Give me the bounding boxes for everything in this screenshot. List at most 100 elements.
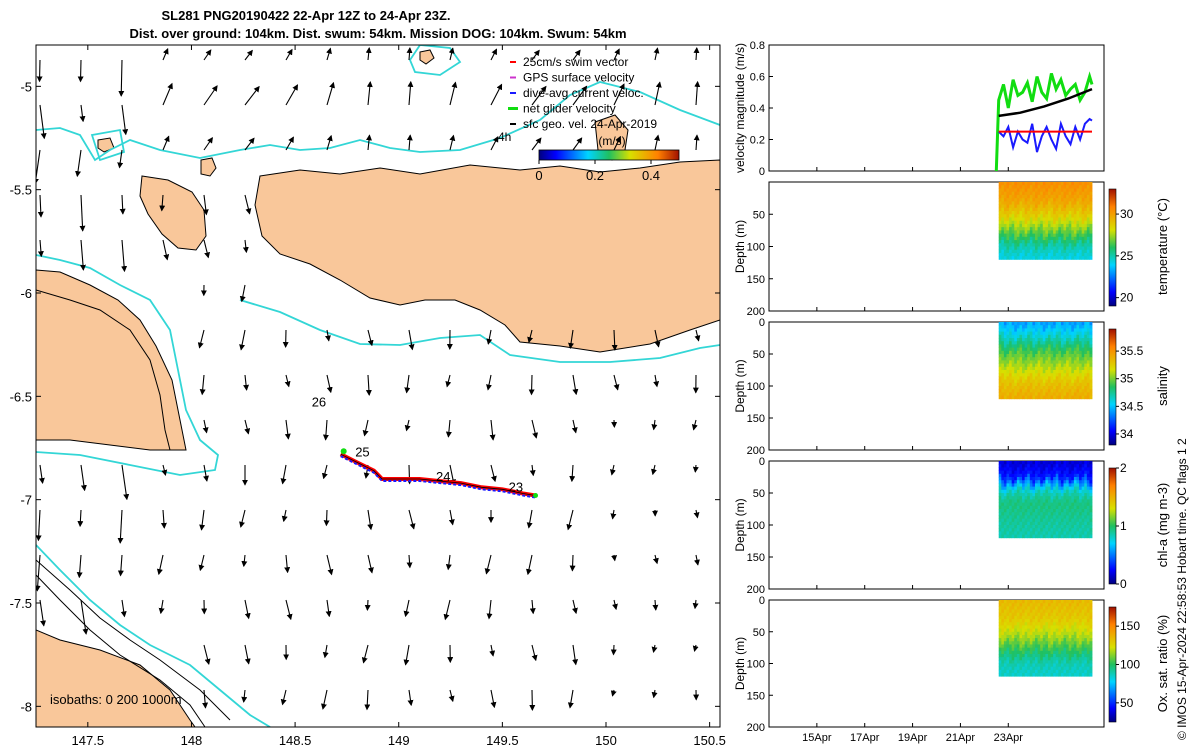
temperature-cell-234 <box>1022 240 1026 244</box>
temperature-cell-371 <box>1037 217 1041 222</box>
oxygen-cell-724 <box>1076 612 1080 617</box>
salinity-cell-665 <box>1068 376 1072 380</box>
oxygen-cell-577 <box>1060 603 1064 607</box>
oxygen-cell-701 <box>1073 615 1077 620</box>
temperature-cell-237 <box>1022 249 1026 254</box>
oxygen-cell-744 <box>1079 600 1083 604</box>
salinity-cell-633 <box>1066 350 1070 355</box>
temperature-cell-844 <box>1089 194 1093 199</box>
oxygen-cell-546 <box>1055 657 1059 661</box>
chla-cell-669 <box>1068 528 1072 532</box>
oxygen-cell-407 <box>1040 673 1044 677</box>
chla-cell-738 <box>1076 518 1080 523</box>
salinity-cell-199 <box>1019 344 1023 348</box>
oxygen-cell-548 <box>1055 663 1059 668</box>
salinity-cell-543 <box>1055 370 1059 374</box>
oxygen-cell-205 <box>1019 641 1023 645</box>
temperature-cell-58 <box>1003 214 1007 218</box>
oxygen-cell-614 <box>1063 644 1067 649</box>
chla-cell-464 <box>1047 486 1051 491</box>
temperature-cell-238 <box>1022 252 1026 257</box>
temperature-cell-24 <box>1001 182 1005 186</box>
salinity-cell-90 <box>1006 379 1010 384</box>
temperature-cell-258 <box>1024 240 1028 244</box>
chla-cell-704 <box>1073 486 1077 491</box>
chla-cell-743 <box>1076 534 1080 539</box>
oxygen-cell-791 <box>1081 673 1085 677</box>
salinity-cell-187 <box>1016 382 1020 387</box>
current-arrow-149 <box>484 554 492 575</box>
temperature-cell-539 <box>1055 217 1059 222</box>
temperature-cell-199 <box>1019 204 1023 209</box>
temperature-cell-102 <box>1009 201 1013 205</box>
chla-cell-23 <box>998 534 1002 539</box>
salinity-cell-477 <box>1047 389 1051 393</box>
salinity-cell-842 <box>1089 328 1093 332</box>
chla-cell-169 <box>1016 464 1020 468</box>
chla-cell-383 <box>1037 534 1041 539</box>
speed-colorbar <box>538 149 680 161</box>
chla-cell-63 <box>1003 509 1007 513</box>
chla-cell-855 <box>1089 509 1093 513</box>
temperature-cell-70 <box>1003 252 1007 257</box>
current-arrow-194 <box>567 689 574 709</box>
current-arrow-55 <box>202 194 209 216</box>
chla-cell-216 <box>1022 461 1026 465</box>
temperature-cell-0 <box>998 182 1002 186</box>
salinity-cell-460 <box>1047 334 1051 339</box>
salinity-cell-4 <box>998 334 1002 339</box>
temperature-cell-639 <box>1066 230 1070 234</box>
chla-cell-499 <box>1050 521 1054 526</box>
temperature-cell-460 <box>1047 194 1051 199</box>
salinity-cell-378 <box>1037 379 1041 384</box>
salinity-cell-316 <box>1032 334 1036 339</box>
isobath-cyan-3 <box>239 299 720 363</box>
chla-cell-585 <box>1060 489 1064 494</box>
chla-cell-412 <box>1042 473 1046 478</box>
temperature-cell-398 <box>1040 227 1044 231</box>
chla-cell-643 <box>1066 521 1070 526</box>
chla-cell-125 <box>1011 477 1015 481</box>
temperature-cell-388 <box>1040 194 1044 199</box>
chla-cell-533 <box>1055 477 1059 481</box>
oxygen-cell-351 <box>1035 647 1038 652</box>
chla-cell-208 <box>1019 512 1023 516</box>
temperature-cell-651 <box>1068 191 1072 196</box>
temperature-cell-100 <box>1009 194 1013 199</box>
oxygen-cell-497 <box>1050 653 1054 658</box>
oxygen-cell-318 <box>1032 619 1036 623</box>
chla-cell-622 <box>1063 531 1067 535</box>
temperature-cell-695 <box>1071 256 1075 260</box>
oxygen-cell-568 <box>1058 650 1062 655</box>
chla-cell-85 <box>1006 502 1010 507</box>
temperature-cell-716 <box>1073 246 1077 251</box>
salinity-cell-810 <box>1084 379 1088 384</box>
salinity-cell-241 <box>1024 325 1028 329</box>
oxygen-cell-505 <box>1053 603 1057 607</box>
oxygen-cell-721 <box>1076 603 1080 607</box>
salinity-cell-39 <box>1001 370 1005 374</box>
oxygen-cell-282 <box>1027 657 1031 661</box>
temperature-cell-702 <box>1073 201 1077 205</box>
salinity-cell-703 <box>1073 344 1077 348</box>
salinity-cell-331 <box>1032 382 1036 387</box>
oxygen-cell-348 <box>1035 638 1038 642</box>
temperature-cell-830 <box>1086 227 1090 231</box>
oxygen-cell-787 <box>1081 660 1085 664</box>
time-tick-label-2: 19Apr <box>898 732 928 744</box>
temperature-cell-635 <box>1066 217 1070 222</box>
chla-cell-715 <box>1073 521 1077 526</box>
oxygen-cell-500 <box>1050 663 1054 668</box>
salinity-cell-723 <box>1076 331 1080 336</box>
temperature-cell-805 <box>1084 223 1088 228</box>
temperature-cell-667 <box>1068 243 1072 247</box>
salinity-cell-258 <box>1024 379 1028 384</box>
oxygen-cell-9 <box>998 628 1002 633</box>
chla-cell-279 <box>1027 509 1031 513</box>
oxygen-cell-484 <box>1050 612 1054 617</box>
temperature-cell-336 <box>1035 182 1038 186</box>
salinity-cell-91 <box>1006 382 1010 387</box>
temperature-cell-813 <box>1084 249 1088 254</box>
chla-cell-413 <box>1042 477 1046 481</box>
chla-cell-38 <box>1001 505 1005 510</box>
